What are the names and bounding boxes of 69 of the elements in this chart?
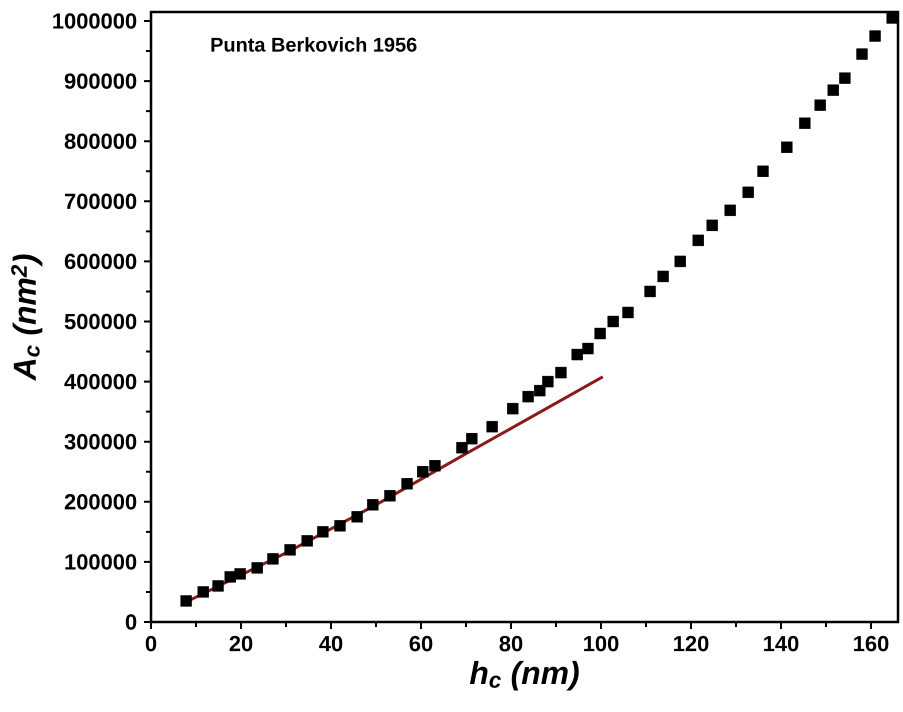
point <box>317 526 329 538</box>
x-tick-label: 60 <box>410 636 432 652</box>
x-tick-label: 120 <box>674 636 708 652</box>
point <box>757 166 769 177</box>
point <box>267 553 279 565</box>
y-tick-label: 400000 <box>64 374 136 390</box>
y-tick-label: 0 <box>126 614 136 630</box>
point <box>367 499 379 511</box>
point <box>555 366 567 378</box>
point <box>456 442 468 454</box>
y-tick-label: 600000 <box>64 254 136 270</box>
point <box>594 328 606 340</box>
point <box>724 204 736 216</box>
point <box>351 511 363 523</box>
x-tick-label: 160 <box>854 636 888 652</box>
point <box>252 562 263 574</box>
point <box>839 72 851 84</box>
x-tick-label: 80 <box>500 636 522 652</box>
y-tick-label: 700000 <box>64 194 136 210</box>
point <box>856 48 868 60</box>
y-tick-label: 200000 <box>64 494 136 510</box>
point <box>417 466 428 478</box>
point <box>692 234 704 246</box>
point <box>429 460 441 472</box>
point <box>507 402 519 414</box>
y-tick-label: 300000 <box>64 434 136 450</box>
point <box>224 571 236 583</box>
point <box>384 490 396 502</box>
annotation: Punta Berkovich 1956 <box>211 37 416 52</box>
y-tick-label: 500000 <box>64 314 136 330</box>
point <box>781 142 793 153</box>
point <box>212 580 224 592</box>
y-tick-label: 100000 <box>65 554 136 570</box>
point <box>198 586 209 598</box>
point <box>674 256 686 268</box>
point <box>706 220 718 232</box>
point <box>607 316 619 328</box>
y-tick-label: 800000 <box>64 133 136 149</box>
point <box>742 186 754 198</box>
point <box>622 306 634 318</box>
x-tick-label: 40 <box>319 636 342 652</box>
point <box>644 286 656 298</box>
x-tick-label: 0 <box>146 636 156 652</box>
point <box>334 520 346 532</box>
point <box>542 376 554 388</box>
point <box>180 595 192 607</box>
point <box>466 433 478 444</box>
point <box>814 99 826 111</box>
point <box>401 478 413 490</box>
point <box>571 348 583 360</box>
point <box>657 270 669 282</box>
point <box>486 420 498 432</box>
point <box>582 342 594 354</box>
point <box>522 390 534 402</box>
point <box>284 544 296 556</box>
y-tick-label: 1000000 <box>53 13 136 29</box>
point <box>869 30 881 42</box>
x-axis-title: h$_{c}$ (nm) <box>470 660 579 691</box>
x-tick-label: 140 <box>764 636 798 652</box>
x-tick-label: 20 <box>230 636 252 652</box>
point <box>799 117 811 129</box>
point <box>301 535 313 547</box>
y-axis-title: A$_{c}$ (nm$^{2}$) <box>11 254 42 382</box>
point <box>234 568 246 580</box>
y-tick-label: 900000 <box>64 73 136 89</box>
point <box>828 84 839 96</box>
point <box>886 12 898 24</box>
point <box>534 384 546 396</box>
x-tick-label: 100 <box>584 636 618 652</box>
